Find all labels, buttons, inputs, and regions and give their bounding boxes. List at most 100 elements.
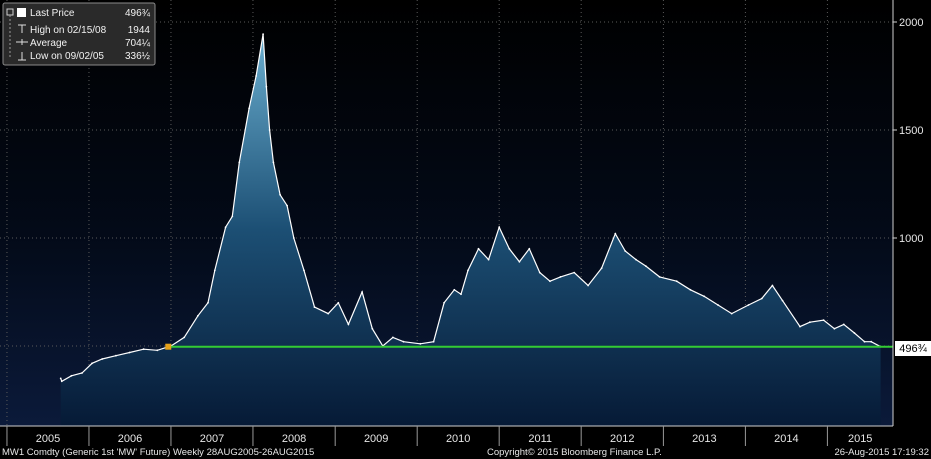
price-point bbox=[231, 215, 234, 218]
price-point bbox=[60, 380, 63, 383]
price-point bbox=[70, 374, 73, 377]
price-point bbox=[600, 267, 603, 270]
price-point bbox=[224, 226, 227, 229]
area-layer bbox=[59, 33, 882, 426]
price-point bbox=[361, 291, 363, 293]
price-point bbox=[453, 288, 456, 291]
x-tick-label: 2014 bbox=[774, 433, 798, 445]
price-point bbox=[781, 299, 784, 302]
price-point bbox=[635, 258, 637, 261]
price-point bbox=[402, 340, 405, 343]
reference-lines bbox=[165, 343, 893, 350]
price-point bbox=[559, 276, 562, 278]
price-point bbox=[842, 323, 845, 326]
price-point bbox=[265, 85, 268, 88]
footer: MW1 Comdty (Generic 1st 'MW' Future) Wee… bbox=[0, 446, 931, 459]
price-point bbox=[156, 349, 159, 352]
price-point bbox=[508, 247, 511, 250]
price-point bbox=[268, 129, 271, 131]
price-point bbox=[863, 340, 866, 343]
x-tick-label: 2010 bbox=[446, 433, 470, 445]
legend-average-label: Average bbox=[30, 38, 68, 49]
price-point bbox=[549, 280, 551, 283]
last-price-swatch-icon bbox=[17, 8, 26, 17]
price-point bbox=[81, 372, 83, 374]
price-point bbox=[870, 340, 873, 343]
price-point bbox=[675, 280, 678, 283]
price-point bbox=[799, 325, 801, 328]
price-point bbox=[624, 250, 627, 252]
price-point bbox=[91, 362, 93, 365]
low-marker-icon bbox=[18, 52, 26, 61]
price-point bbox=[587, 284, 589, 287]
y-axis: 1000 1500 2000 bbox=[892, 0, 923, 426]
y-tick-label: 1500 bbox=[899, 125, 923, 137]
price-point bbox=[538, 271, 541, 274]
price-point bbox=[272, 161, 275, 164]
price-point bbox=[292, 237, 295, 239]
price-point bbox=[213, 269, 216, 272]
y-tick-label: 2000 bbox=[899, 17, 923, 29]
price-point bbox=[128, 351, 131, 354]
price-point bbox=[498, 226, 501, 229]
legend-last-price-label: Last Price bbox=[30, 8, 75, 19]
price-point bbox=[337, 301, 340, 304]
legend-box: Last Price 496¾ High on 02/15/08 1944 Av… bbox=[2, 2, 156, 66]
footer-timestamp: 26-Aug-2015 17:19:32 bbox=[834, 447, 929, 458]
y-tick-label: 1000 bbox=[899, 233, 923, 245]
price-point bbox=[347, 323, 350, 326]
price-point bbox=[419, 342, 422, 345]
price-point bbox=[59, 377, 62, 380]
price-point bbox=[747, 304, 750, 306]
legend-high-value: 1944 bbox=[128, 25, 151, 36]
price-point bbox=[392, 336, 394, 339]
price-point bbox=[460, 293, 462, 296]
price-chart: 1000 1500 2000 2005 2006 2007 2008 2009 2010 201… bbox=[0, 0, 931, 446]
x-tick-label: 2006 bbox=[118, 433, 142, 445]
price-point bbox=[730, 312, 733, 315]
x-tick-label: 2005 bbox=[36, 433, 60, 445]
footer-security-info: MW1 Comdty (Generic 1st 'MW' Future) Wee… bbox=[2, 447, 315, 458]
price-point bbox=[614, 232, 617, 235]
price-point bbox=[645, 265, 647, 267]
price-line bbox=[60, 34, 881, 383]
price-point bbox=[238, 161, 241, 164]
price-point bbox=[833, 327, 836, 330]
price-point bbox=[487, 258, 490, 261]
last-price-tag: 496¾ bbox=[895, 341, 931, 356]
legend-low-label: Low on 09/02/05 bbox=[30, 51, 104, 62]
legend-high-label: High on 02/15/08 bbox=[30, 25, 107, 36]
price-point bbox=[262, 33, 264, 35]
price-point bbox=[207, 301, 209, 304]
price-point bbox=[853, 332, 856, 334]
x-tick-label: 2013 bbox=[692, 433, 716, 445]
price-point bbox=[115, 354, 117, 357]
average-marker-icon bbox=[16, 39, 28, 45]
price-area bbox=[60, 34, 881, 426]
price-point bbox=[822, 319, 825, 321]
price-point bbox=[703, 295, 705, 298]
price-point bbox=[573, 271, 576, 274]
x-tick-label: 2007 bbox=[200, 433, 224, 445]
price-point bbox=[303, 269, 305, 272]
price-point bbox=[771, 284, 774, 287]
price-point bbox=[142, 348, 145, 351]
price-point bbox=[101, 358, 104, 360]
price-point bbox=[327, 312, 330, 315]
price-point bbox=[183, 336, 186, 339]
x-axis: 2005 2006 2007 2008 2009 2010 2011 2012 2013 2014… bbox=[0, 425, 893, 446]
price-point bbox=[371, 327, 374, 330]
x-tick-label: 2015 bbox=[848, 433, 872, 445]
footer-copyright: Copyright© 2015 Bloomberg Finance L.P. bbox=[487, 447, 662, 458]
price-point bbox=[313, 306, 316, 308]
legend-average-value: 704¼ bbox=[125, 37, 151, 49]
price-point bbox=[689, 288, 692, 291]
price-point bbox=[809, 321, 811, 324]
last-price-tag-text: 496¾ bbox=[899, 343, 927, 355]
x-tick-label: 2012 bbox=[610, 433, 634, 445]
price-point bbox=[760, 297, 763, 300]
price-point bbox=[279, 193, 281, 196]
price-point bbox=[248, 107, 251, 110]
price-point bbox=[255, 75, 257, 77]
price-point bbox=[717, 304, 719, 306]
